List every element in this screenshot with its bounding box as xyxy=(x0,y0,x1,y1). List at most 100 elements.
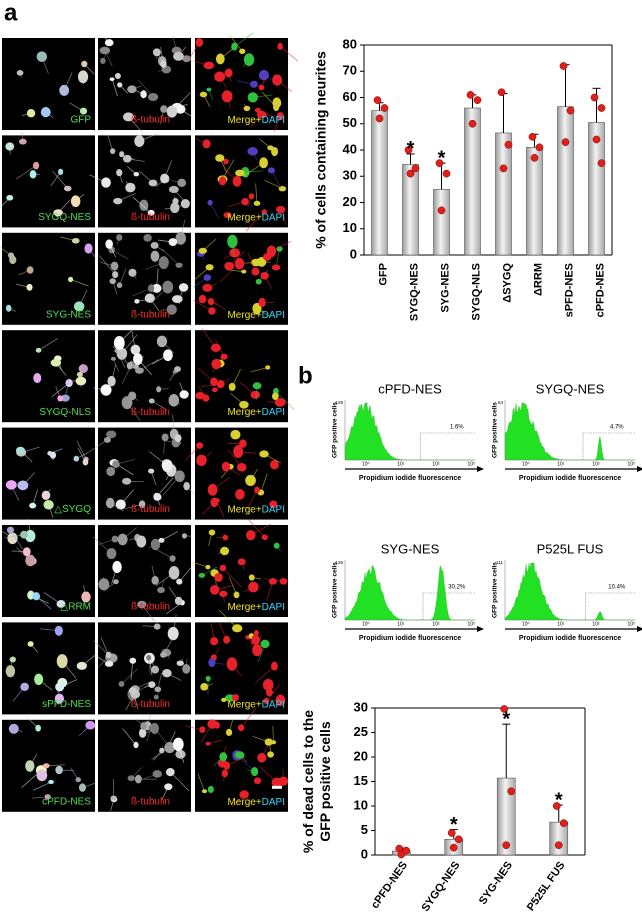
cell xyxy=(121,396,133,410)
cell xyxy=(267,167,276,174)
micrograph: ß-tubulin xyxy=(93,330,191,423)
cell xyxy=(134,298,140,304)
cell xyxy=(223,212,232,219)
data-point xyxy=(500,705,509,713)
histogram-y-max: 126 xyxy=(335,560,343,565)
histogram-x-tick-label: 10¹ xyxy=(397,461,405,467)
y-tick-label: 25 xyxy=(354,724,368,739)
cell xyxy=(144,293,155,303)
significance-star: * xyxy=(555,789,563,811)
cell xyxy=(168,394,180,407)
cell xyxy=(252,382,262,390)
cell xyxy=(213,498,220,503)
cell xyxy=(150,241,159,249)
bar xyxy=(557,106,574,256)
data-point xyxy=(404,146,413,154)
cell xyxy=(237,724,245,732)
micrograph-bg xyxy=(2,525,95,617)
cell xyxy=(251,258,262,267)
data-point xyxy=(454,835,463,844)
neurite xyxy=(32,781,52,791)
cell xyxy=(156,335,168,348)
histogram-x-tick-label: 10² xyxy=(432,461,440,467)
cell xyxy=(148,179,158,187)
cell xyxy=(210,377,218,387)
neurite xyxy=(197,773,205,792)
cell xyxy=(110,261,119,271)
data-point xyxy=(497,88,506,97)
data-point xyxy=(561,138,570,146)
cell xyxy=(32,592,41,601)
micrograph: △SYGQ xyxy=(2,427,95,520)
cell xyxy=(206,87,212,92)
cell xyxy=(147,209,155,216)
neurite xyxy=(50,171,61,187)
cell xyxy=(156,386,162,393)
cell xyxy=(106,548,117,560)
cell xyxy=(233,591,240,599)
cell xyxy=(203,61,215,70)
cell xyxy=(222,534,229,541)
y-tick-label: 20 xyxy=(354,748,368,763)
y-tick-label: 80 xyxy=(343,36,357,51)
cell xyxy=(276,246,283,252)
micrograph: ß-tubulin xyxy=(87,414,197,520)
cell xyxy=(65,379,73,388)
histogram-title: SYGQ-NES xyxy=(536,381,605,396)
histogram-x-tick-label: 10⁰ xyxy=(522,621,530,627)
merge-text: Merge+ xyxy=(227,796,261,807)
merge-text: Merge+ xyxy=(227,212,261,223)
cell xyxy=(205,264,214,271)
micrograph-bg xyxy=(2,135,95,228)
neurite xyxy=(38,338,59,351)
cell xyxy=(115,499,126,510)
cell xyxy=(153,694,159,700)
cell xyxy=(43,499,54,510)
neurite xyxy=(209,202,220,219)
cell xyxy=(56,600,66,608)
cell xyxy=(180,198,190,209)
cell xyxy=(271,661,278,671)
cell xyxy=(247,92,258,103)
cell xyxy=(153,492,161,501)
scale-bar xyxy=(272,785,282,789)
bar xyxy=(464,107,481,256)
tubulin-label: ß-tubulin xyxy=(131,796,170,807)
cell xyxy=(253,777,262,785)
neurite xyxy=(266,684,280,702)
cell xyxy=(274,398,286,407)
data-point xyxy=(502,841,511,850)
x-tick-label: SYG-NES xyxy=(477,860,515,907)
cell xyxy=(129,657,137,664)
percent-label: 10.4% xyxy=(608,585,626,591)
cell xyxy=(176,578,183,585)
neurite xyxy=(148,657,151,676)
cell xyxy=(175,231,186,245)
cell xyxy=(215,53,225,65)
cell xyxy=(76,371,83,378)
neurite xyxy=(170,771,190,792)
cell xyxy=(79,107,88,115)
bar xyxy=(433,189,450,256)
cell xyxy=(6,526,15,534)
data-point xyxy=(559,62,568,70)
neurite xyxy=(226,756,246,767)
merge-label: Merge+DAPI xyxy=(227,796,285,807)
cell xyxy=(269,500,278,509)
cell xyxy=(182,55,192,63)
tubulin-label: ß-tubulin xyxy=(131,602,170,613)
x-tick-label: cPFD-NES xyxy=(594,263,606,317)
cell xyxy=(150,722,159,735)
cell xyxy=(16,70,24,76)
micrograph: Merge+DAPI xyxy=(195,609,288,715)
cell xyxy=(8,723,19,734)
data-point xyxy=(592,135,601,144)
cell xyxy=(154,686,162,693)
cell xyxy=(231,694,239,702)
cell xyxy=(128,268,137,277)
data-point xyxy=(535,143,544,152)
cell xyxy=(114,72,121,79)
cell xyxy=(272,74,283,86)
neurite xyxy=(255,183,258,204)
x-tick-label: ΔSYGQ xyxy=(501,263,513,303)
